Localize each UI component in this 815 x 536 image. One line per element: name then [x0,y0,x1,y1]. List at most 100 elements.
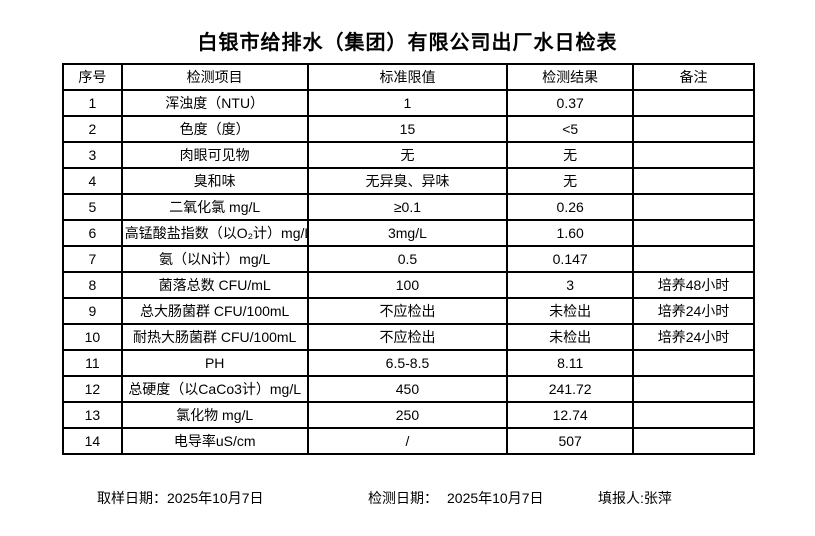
table-header: 序号 检测项目 标准限值 检测结果 备注 [62,63,755,91]
cell-remark: 培养24小时 [632,297,755,325]
column-header-remark: 备注 [632,63,755,91]
cell-result: 1.60 [506,219,635,247]
cell-item: 电导率uS/cm [120,427,309,455]
cell-no: 5 [62,193,123,221]
test-date-label: 检测日期： [368,490,438,506]
table-row: 13 氯化物 mg/L 250 12.74 [62,401,755,429]
cell-remark [632,115,755,143]
cell-remark: 培养24小时 [632,323,755,351]
cell-remark [632,427,755,455]
cell-result: 12.74 [506,401,635,429]
column-header-result: 检测结果 [506,63,635,91]
cell-remark [632,167,755,195]
cell-item: 二氧化氯 mg/L [120,193,309,221]
test-date: 检测日期： 2025年10月7日 [368,488,544,508]
cell-limit: 无异臭、异味 [306,167,509,195]
cell-result: 8.11 [506,349,635,377]
cell-remark [632,89,755,117]
cell-no: 13 [62,401,123,429]
table-body: 1 浑浊度（NTU） 1 0.37 2 色度（度） 15 <5 3 肉眼可见物 … [62,89,755,455]
table-row: 5 二氧化氯 mg/L ≥0.1 0.26 [62,193,755,221]
cell-limit: 0.5 [306,245,509,273]
cell-result: 无 [506,141,635,169]
cell-limit: / [306,427,509,455]
cell-limit: 不应检出 [306,323,509,351]
cell-remark [632,375,755,403]
cell-item: 肉眼可见物 [120,141,309,169]
table-row: 10 耐热大肠菌群 CFU/100mL 不应检出 未检出 培养24小时 [62,323,755,351]
cell-remark [632,245,755,273]
column-header-item: 检测项目 [120,63,309,91]
reporter-label: 填报人: [598,490,644,506]
cell-result: 无 [506,167,635,195]
column-header-limit: 标准限值 [306,63,509,91]
footer: 取样日期：2025年10月7日 检测日期： 2025年10月7日 填报人:张萍 [0,488,815,510]
reporter-name: 张萍 [643,490,672,506]
cell-no: 10 [62,323,123,351]
cell-item: PH [120,349,309,377]
cell-result: <5 [506,115,635,143]
cell-limit: 6.5-8.5 [306,349,509,377]
cell-item: 总硬度（以CaCo3计）mg/L [120,375,309,403]
cell-remark [632,349,755,377]
cell-limit: ≥0.1 [306,193,509,221]
cell-limit: 不应检出 [306,297,509,325]
cell-item: 臭和味 [120,167,309,195]
cell-result: 未检出 [506,297,635,325]
table-row: 4 臭和味 无异臭、异味 无 [62,167,755,195]
cell-result: 507 [506,427,635,455]
cell-remark [632,219,755,247]
sampling-date: 取样日期：2025年10月7日 [97,488,264,508]
cell-remark: 培养48小时 [632,271,755,299]
cell-item: 氨（以N计）mg/L [120,245,309,273]
table-row: 12 总硬度（以CaCo3计）mg/L 450 241.72 [62,375,755,403]
cell-result: 0.26 [506,193,635,221]
cell-remark [632,401,755,429]
cell-no: 1 [62,89,123,117]
table-row: 6 高锰酸盐指数（以O₂计）mg/L 3mg/L 1.60 [62,219,755,247]
cell-no: 7 [62,245,123,273]
cell-limit: 450 [306,375,509,403]
table-header-row: 序号 检测项目 标准限值 检测结果 备注 [62,63,755,91]
cell-result: 0.37 [506,89,635,117]
cell-no: 8 [62,271,123,299]
cell-no: 11 [62,349,123,377]
table-row: 7 氨（以N计）mg/L 0.5 0.147 [62,245,755,273]
cell-no: 12 [62,375,123,403]
table-row: 2 色度（度） 15 <5 [62,115,755,143]
cell-item: 高锰酸盐指数（以O₂计）mg/L [120,219,309,247]
sampling-date-label: 取样日期： [97,490,167,506]
cell-limit: 无 [306,141,509,169]
table-row: 3 肉眼可见物 无 无 [62,141,755,169]
cell-no: 14 [62,427,123,455]
cell-remark [632,193,755,221]
page-title: 白银市给排水（集团）有限公司出厂水日检表 [197,32,618,54]
column-header-no: 序号 [62,63,123,91]
cell-limit: 15 [306,115,509,143]
table-row: 1 浑浊度（NTU） 1 0.37 [62,89,755,117]
cell-limit: 1 [306,89,509,117]
cell-no: 4 [62,167,123,195]
cell-item: 氯化物 mg/L [120,401,309,429]
cell-item: 菌落总数 CFU/mL [120,271,309,299]
cell-result: 3 [506,271,635,299]
inspection-table: 序号 检测项目 标准限值 检测结果 备注 1 浑浊度（NTU） 1 0.37 2… [62,63,755,455]
cell-result: 241.72 [506,375,635,403]
cell-limit: 100 [306,271,509,299]
sampling-date-value: 2025年10月7日 [167,490,264,506]
reporter: 填报人:张萍 [598,488,672,508]
table-row: 9 总大肠菌群 CFU/100mL 不应检出 未检出 培养24小时 [62,297,755,325]
cell-item: 总大肠菌群 CFU/100mL [120,297,309,325]
cell-limit: 3mg/L [306,219,509,247]
table-row: 11 PH 6.5-8.5 8.11 [62,349,755,377]
cell-no: 2 [62,115,123,143]
cell-no: 9 [62,297,123,325]
cell-result: 未检出 [506,323,635,351]
cell-item: 浑浊度（NTU） [120,89,309,117]
cell-no: 6 [62,219,123,247]
table-row: 14 电导率uS/cm / 507 [62,427,755,455]
table-row: 8 菌落总数 CFU/mL 100 3 培养48小时 [62,271,755,299]
cell-item: 色度（度） [120,115,309,143]
test-date-value: 2025年10月7日 [447,490,544,506]
